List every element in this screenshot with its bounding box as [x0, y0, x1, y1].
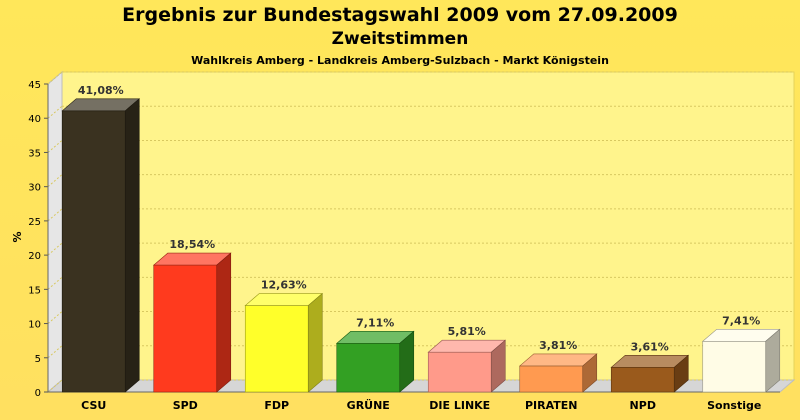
data-label: 3,61%	[631, 340, 669, 353]
y-tick-label: 25	[28, 217, 41, 228]
x-tick-label: GRÜNE	[347, 398, 390, 412]
bar	[244, 305, 309, 393]
y-tick-label: 45	[28, 80, 41, 91]
gridline-side	[47, 276, 63, 290]
chart-side-wall	[47, 70, 63, 394]
x-tick-label: CSU	[81, 399, 106, 412]
y-tick-label: 5	[35, 354, 41, 365]
gridline-side	[47, 140, 63, 153]
bar-side	[216, 252, 232, 393]
chart-title: Ergebnis zur Bundestagswahl 2009 vom 27.…	[122, 4, 678, 26]
data-label: 7,41%	[722, 314, 760, 327]
y-tick-label: 35	[28, 148, 41, 159]
chart-subtitle: Zweitstimmen	[331, 29, 469, 49]
bar-group	[335, 330, 415, 393]
bar-side	[399, 330, 415, 393]
bar-group	[701, 328, 781, 393]
bar-side	[765, 328, 781, 393]
bar-group	[427, 339, 507, 393]
bar-group	[518, 353, 598, 393]
gridline-side	[47, 311, 63, 324]
bar	[519, 365, 584, 393]
data-label: 7,11%	[356, 316, 394, 329]
x-tick-label: FDP	[264, 399, 289, 412]
data-label: 18,54%	[169, 238, 215, 251]
chart-caption: Wahlkreis Amberg - Landkreis Amberg-Sulz…	[191, 54, 609, 67]
y-axis-label: %	[11, 231, 24, 242]
bar-side	[673, 354, 689, 393]
x-tick-label: Sonstige	[707, 399, 761, 412]
gridline-side	[47, 174, 63, 188]
data-label: 12,63%	[261, 279, 307, 292]
y-tick-label: 0	[35, 388, 41, 399]
y-tick-label: 10	[28, 320, 41, 331]
bar-side	[307, 292, 323, 393]
bar	[153, 264, 218, 393]
bar	[427, 351, 492, 393]
data-label: 5,81%	[448, 325, 486, 338]
data-label: 3,81%	[539, 339, 577, 352]
data-label: 41,08%	[78, 84, 124, 97]
bar-group	[244, 292, 324, 393]
bar	[702, 340, 767, 393]
bar-group	[61, 98, 141, 393]
y-tick-label: 40	[28, 114, 41, 125]
y-tick-label: 20	[28, 251, 41, 262]
bar-side	[124, 98, 140, 393]
gridline-side	[47, 71, 63, 85]
gridline-side	[47, 379, 63, 393]
bar-side	[490, 339, 506, 393]
x-tick-label: DIE LINKE	[429, 399, 490, 412]
bar	[336, 343, 401, 393]
gridline-side	[47, 105, 63, 119]
y-tick-label: 30	[28, 183, 41, 194]
gridline-side	[47, 242, 63, 256]
bar	[610, 366, 675, 393]
y-tick-label: 15	[28, 285, 41, 296]
gridline-side	[47, 208, 63, 222]
x-tick-label: PIRATEN	[525, 399, 578, 412]
bar-group	[610, 354, 690, 393]
gridline-side	[47, 345, 63, 359]
bar-side	[582, 353, 598, 393]
x-tick-label: NPD	[630, 399, 656, 412]
x-tick-label: SPD	[173, 399, 198, 412]
bar-group	[152, 252, 232, 393]
bar	[61, 110, 126, 393]
